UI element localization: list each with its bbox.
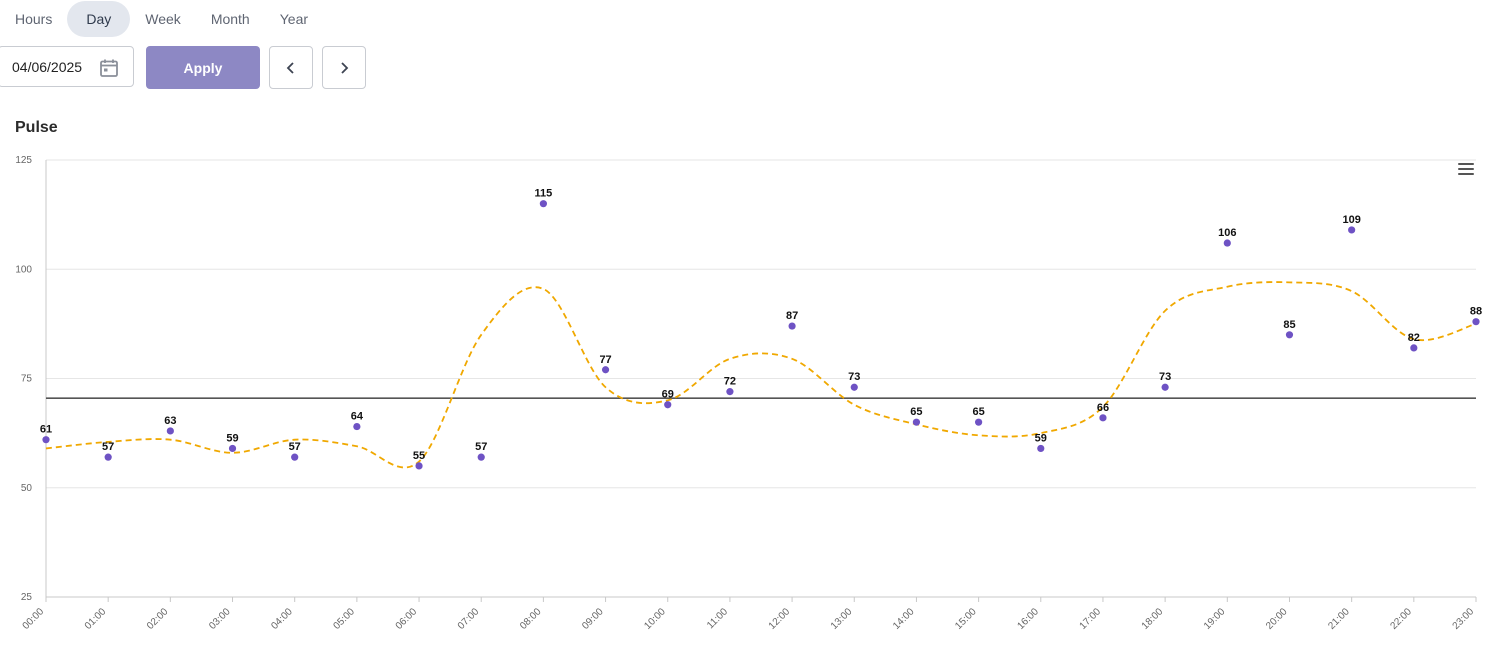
data-label: 85	[1283, 319, 1295, 331]
pulse-point	[975, 418, 983, 426]
data-label: 69	[662, 389, 674, 401]
data-label: 65	[910, 406, 922, 418]
x-tick-label: 10:00	[642, 606, 668, 632]
tab-hours[interactable]: Hours	[15, 11, 53, 27]
data-label: 66	[1097, 402, 1109, 414]
x-tick-label: 14:00	[891, 606, 917, 632]
chart-title: Pulse	[15, 119, 58, 136]
x-tick-label: 03:00	[207, 606, 233, 632]
pulse-point	[353, 422, 361, 431]
y-tick-label: 100	[15, 264, 32, 275]
pulse-point	[415, 462, 423, 470]
x-tick-label: 15:00	[953, 606, 979, 632]
tab-month[interactable]: Month	[210, 11, 250, 27]
data-label: 59	[1035, 432, 1047, 444]
data-label: 57	[102, 441, 114, 453]
pulse-point	[539, 200, 547, 208]
pulse-point	[1285, 331, 1294, 339]
pulse-point	[1037, 444, 1045, 453]
data-label: 87	[786, 310, 798, 322]
x-tick-label: 22:00	[1388, 606, 1414, 632]
pulse-point	[1472, 318, 1480, 326]
x-tick-label: 18:00	[1140, 606, 1166, 632]
pulse-point	[1099, 414, 1107, 422]
pulse-point	[477, 453, 485, 461]
data-label: 65	[972, 406, 984, 418]
data-label: 55	[413, 450, 425, 462]
data-label: 64	[351, 411, 364, 423]
data-label: 88	[1470, 306, 1482, 318]
previous-button[interactable]	[269, 46, 313, 89]
x-tick-label: 05:00	[332, 606, 358, 632]
pulse-point	[788, 322, 796, 330]
tab-day[interactable]: Day	[67, 1, 131, 37]
x-tick-label: 01:00	[83, 606, 109, 632]
pulse-point	[664, 401, 672, 409]
data-label: 63	[164, 415, 176, 427]
hamburger-menu-icon[interactable]	[1458, 163, 1474, 177]
pulse-point	[228, 444, 237, 453]
chevron-left-icon	[286, 61, 294, 74]
tab-week[interactable]: Week	[145, 11, 181, 27]
pulse-point	[912, 418, 921, 426]
x-tick-label: 09:00	[580, 606, 606, 632]
x-tick-label: 16:00	[1015, 606, 1041, 632]
apply-button[interactable]: Apply	[146, 46, 260, 89]
data-label: 77	[599, 354, 611, 366]
x-tick-label: 12:00	[767, 606, 793, 632]
pulse-point	[601, 366, 610, 374]
x-tick-label: 23:00	[1451, 606, 1477, 632]
chevron-right-icon	[341, 61, 349, 74]
pulse-point	[104, 453, 112, 461]
x-tick-label: 04:00	[269, 606, 295, 632]
pulse-point	[166, 427, 174, 435]
data-label: 72	[724, 376, 736, 388]
pulse-point	[42, 436, 50, 444]
x-tick-label: 17:00	[1078, 606, 1104, 632]
next-button[interactable]	[322, 46, 366, 89]
pulse-point	[850, 383, 858, 391]
range-tabs: Hours Day Week Month Year	[0, 1, 323, 37]
data-label: 106	[1218, 227, 1236, 239]
pulse-chart: 25 50 75 100 125 00:00 01:00 02:00 03:00 04:00 05:…	[15, 155, 1482, 632]
date-field[interactable]	[0, 46, 134, 87]
x-tick-label: 06:00	[394, 606, 420, 632]
x-tick-label: 02:00	[145, 606, 171, 632]
y-tick-label: 50	[21, 483, 33, 494]
calendar-icon[interactable]	[99, 58, 119, 78]
x-tick-label: 07:00	[456, 606, 482, 632]
data-label: 73	[1159, 371, 1171, 383]
y-tick-label: 25	[21, 592, 33, 603]
data-label: 115	[535, 188, 553, 200]
x-tick-label: 20:00	[1264, 606, 1290, 632]
pulse-point	[1410, 344, 1418, 352]
data-label: 73	[848, 371, 860, 383]
x-tick-label: 11:00	[705, 606, 730, 631]
pulse-point	[1223, 239, 1231, 247]
date-input[interactable]	[12, 57, 97, 77]
x-tick-label: 21:00	[1326, 606, 1352, 632]
pulse-point	[291, 453, 299, 461]
data-label: 57	[475, 441, 487, 453]
data-label: 57	[289, 441, 301, 453]
y-tick-label: 125	[15, 155, 32, 166]
data-label: 82	[1408, 332, 1420, 344]
tab-year[interactable]: Year	[279, 11, 309, 27]
pulse-point	[1161, 383, 1169, 391]
x-tick-label: 08:00	[518, 606, 544, 632]
data-label: 59	[226, 432, 238, 444]
x-tick-label: 00:00	[21, 606, 47, 632]
pulse-point	[1348, 226, 1356, 234]
data-label: 109	[1342, 214, 1360, 226]
y-tick-label: 75	[21, 374, 33, 385]
x-tick-label: 13:00	[829, 606, 855, 632]
trend-line	[45, 281, 1477, 469]
pulse-point	[726, 388, 734, 396]
data-label: 61	[40, 424, 52, 436]
x-tick-label: 19:00	[1202, 606, 1228, 632]
